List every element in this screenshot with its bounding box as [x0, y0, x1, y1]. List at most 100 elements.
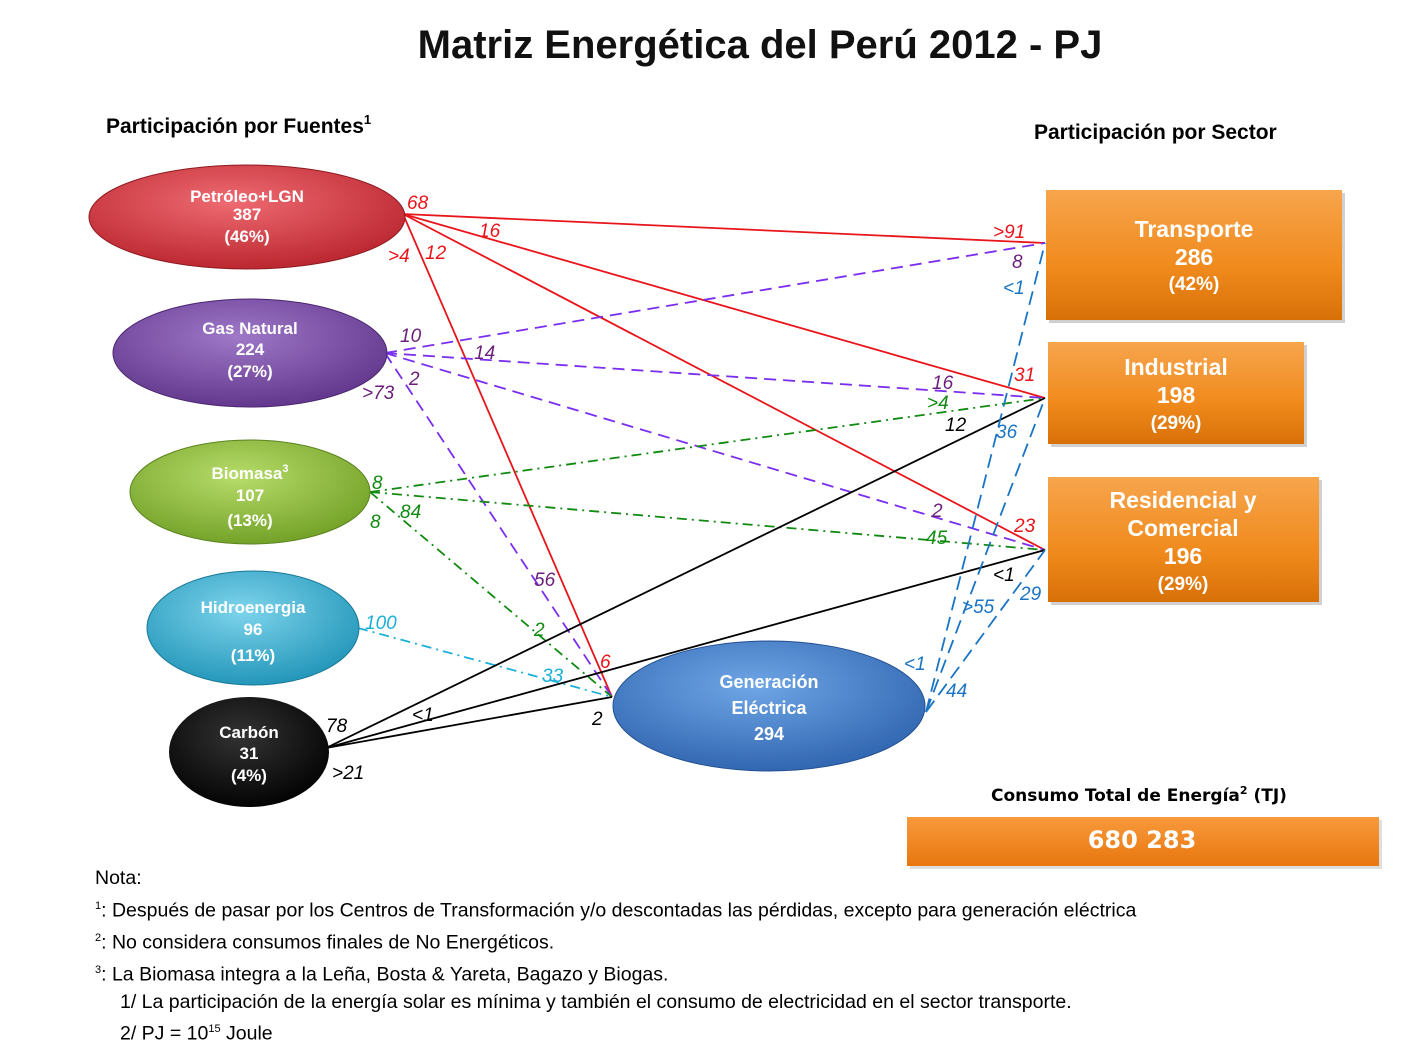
flow-label-gen-29: 29 [1019, 584, 1042, 605]
source-carbon-ellipse [169, 697, 329, 807]
flow-label-car-lt1: <1 [412, 705, 434, 726]
flow-label-gas-16: 16 [932, 373, 954, 394]
flow-label-car-78: 78 [326, 716, 348, 737]
sector-industrial: Industrial 198 (29%) [1048, 342, 1307, 447]
flow-label-car-gt21: >21 [332, 763, 364, 784]
flow-line-carbon-residencial [325, 549, 1046, 749]
source-petroleo-ellipse [88, 164, 406, 270]
source-gas-pct: (27%) [227, 362, 272, 381]
flow-label-gas-14: 14 [474, 343, 495, 364]
node-generacion-value: 294 [754, 724, 784, 744]
sector-transporte-name: Transporte [1135, 216, 1254, 242]
flow-lines [325, 213, 1046, 749]
note-1-mark: 1 [95, 899, 102, 912]
flow-label-car-2: 2 [591, 709, 603, 730]
flow-label-hid-100: 100 [365, 613, 397, 634]
sector-transporte-box [1046, 190, 1342, 320]
flow-label-gas-56: 56 [534, 570, 556, 591]
flow-line-biomasa-generacion [369, 491, 613, 698]
node-generacion-line1: Generación [719, 672, 818, 692]
flow-label-pet-68: 68 [407, 193, 429, 214]
source-petroleo-name: Petróleo+LGN [190, 187, 304, 206]
source-hidro-ellipse [146, 570, 360, 686]
note-3-text: : La Biomasa integra a la Leña, Bosta & … [101, 963, 669, 985]
flow-line-petroleo-industrial [402, 213, 1046, 399]
total-label: Consumo Total de Energía2 (TJ) [991, 784, 1287, 806]
sector-industrial-value: 198 [1157, 382, 1196, 408]
sector-transporte: Transporte 286 (42%) [1046, 190, 1345, 323]
flow-line-gas-residencial [384, 352, 1046, 551]
sector-industrial-pct: (29%) [1151, 413, 1202, 434]
note-1: 1: Después de pasar por los Centros de T… [95, 893, 1345, 925]
sector-residencial-name1: Residencial y [1109, 487, 1256, 513]
flow-label-bio-45: 45 [926, 528, 948, 549]
sector-residencial-pct: (29%) [1158, 574, 1209, 595]
source-carbon-name: Carbón [219, 723, 279, 742]
sector-transporte-pct: (42%) [1169, 274, 1220, 295]
page-title: Matriz Energética del Perú 2012 - PJ [418, 23, 1103, 67]
flow-line-generacion-transporte [925, 242, 1046, 713]
note-4: 1/ La participación de la energía solar … [120, 990, 1072, 1013]
source-gas-value: 224 [236, 340, 265, 359]
note-5: 2/ PJ = 1015 Joule [95, 1016, 1345, 1048]
source-hidro-pct: (11%) [231, 646, 275, 665]
flow-label-gen-36: 36 [996, 422, 1018, 443]
flow-labels: 68 16 >4 12 >91 31 23 6 10 14 2 >73 8 16… [326, 193, 1042, 784]
flow-label-pet-23: 23 [1013, 516, 1036, 537]
flow-label-gas-gt73: >73 [362, 383, 395, 404]
flow-label-hid-33: 33 [542, 666, 564, 687]
flow-line-carbon-generacion [325, 696, 613, 749]
source-gas: Gas Natural 224 (27%) [112, 298, 388, 408]
flow-label-bio-8b: 8 [370, 512, 381, 533]
flow-line-gas-industrial [384, 352, 1046, 399]
source-biomasa-ellipse [129, 439, 371, 545]
flow-label-bio-2: 2 [533, 620, 545, 641]
flow-label-gen-lt1a: <1 [1003, 278, 1025, 299]
node-generacion-ellipse [612, 640, 926, 772]
source-hidro-value: 96 [244, 620, 263, 639]
note-5-post: Joule [220, 1022, 273, 1045]
flow-label-bio-84: 84 [400, 502, 421, 523]
source-hidro-name: Hidroenergia [201, 598, 306, 617]
sector-residencial-value: 196 [1164, 543, 1202, 569]
sector-transporte-value: 286 [1175, 244, 1213, 270]
note-5-pre: 2/ PJ = 10 [120, 1022, 209, 1045]
flow-label-pet-gt4: >4 [388, 246, 410, 267]
flow-line-carbon-industrial [325, 397, 1046, 749]
total-box [907, 817, 1379, 866]
flow-label-gas-2b: 2 [931, 501, 943, 522]
node-generacion: Generación Eléctrica 294 [612, 640, 926, 772]
sector-residencial-name2: Comercial [1127, 515, 1238, 541]
flow-label-gas-8: 8 [1012, 252, 1023, 273]
left-header: Participación por Fuentes1 [106, 112, 371, 138]
source-biomasa-value: 107 [236, 486, 264, 505]
notes-head: Nota: [95, 867, 142, 889]
sector-industrial-box [1048, 342, 1304, 444]
flow-label-pet-6: 6 [600, 652, 611, 673]
sector-residencial: Residencial y Comercial 196 (29%) [1048, 477, 1322, 605]
flow-line-petroleo-residencial [402, 213, 1046, 551]
flow-label-pet-31: 31 [1014, 365, 1035, 386]
right-header: Participación por Sector [1034, 121, 1277, 144]
source-petroleo-value: 387 [233, 205, 261, 224]
source-carbon-value: 31 [240, 744, 259, 763]
flow-label-gen-44: 44 [946, 681, 967, 702]
note-2-mark: 2 [95, 931, 102, 944]
note-1-text: : Después de pasar por los Centros de Tr… [101, 899, 1137, 921]
source-carbon: Carbón 31 (4%) [169, 697, 329, 807]
flow-line-petroleo-transporte [402, 213, 1046, 244]
note-2-text: : No considera consumos finales de No En… [101, 931, 555, 953]
flow-line-gas-generacion [384, 352, 613, 698]
source-hidro: Hidroenergia 96 (11%) [146, 570, 360, 686]
flow-label-pet-16: 16 [479, 221, 501, 242]
notes: Nota: 1: Después de pasar por los Centro… [95, 865, 1345, 1048]
total-value: 680 283 [1088, 826, 1197, 854]
source-gas-name: Gas Natural [202, 319, 297, 338]
note-3-mark: 3 [95, 963, 102, 976]
flow-line-generacion-residencial [925, 549, 1046, 713]
flow-label-bio-gt4: >4 [927, 393, 949, 414]
flow-line-petroleo-generacion [402, 213, 613, 698]
flow-line-generacion-industrial [925, 397, 1046, 713]
sector-industrial-name: Industrial [1124, 354, 1228, 380]
